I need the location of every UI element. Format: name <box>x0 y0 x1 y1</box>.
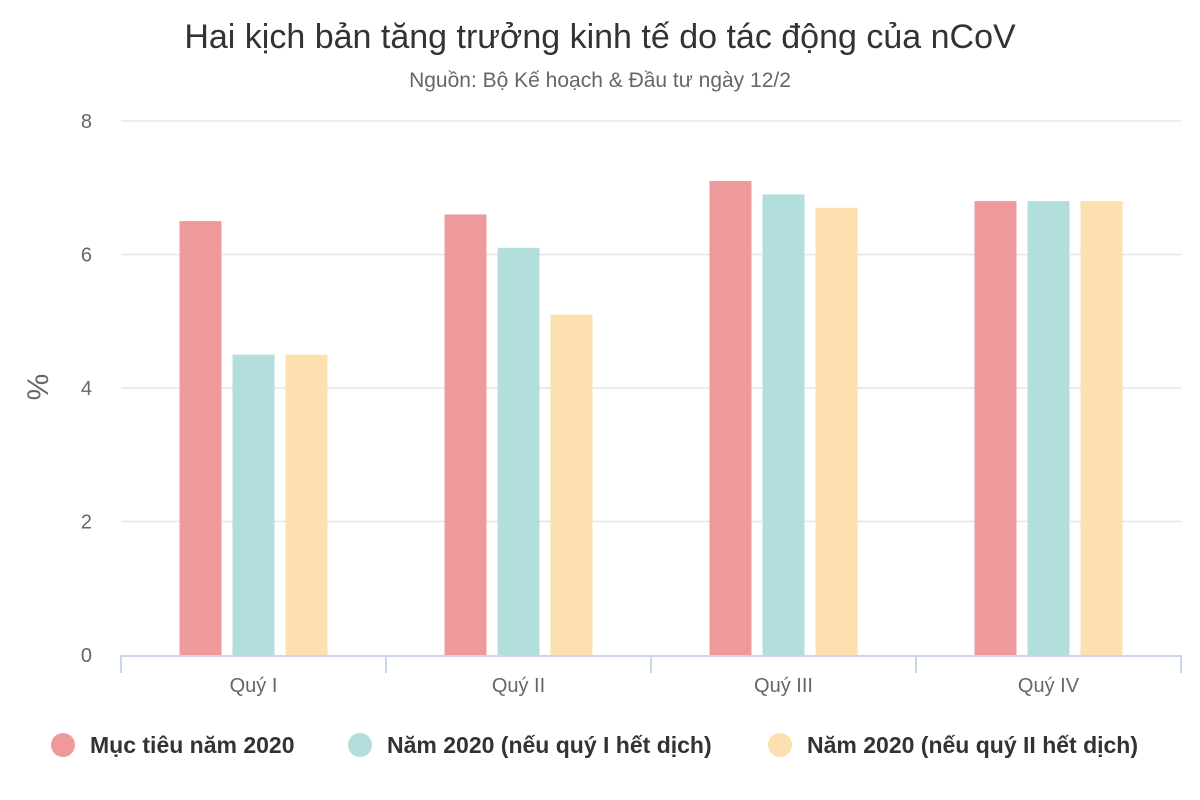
x-tick-label: Quý II <box>492 675 545 697</box>
y-tick-label: 4 <box>81 378 92 400</box>
legend: Mục tiêu năm 2020 Năm 2020 (nếu quý I hết… <box>51 732 1138 758</box>
bar-series-3-cat-3[interactable] <box>815 207 858 655</box>
chart-title: Hai kịch bản tăng trưởng kinh tế do tác … <box>184 18 1016 56</box>
x-tick-label: Quý IV <box>1018 675 1080 697</box>
legend-label: Năm 2020 (nếu quý II hết dịch) <box>807 732 1138 758</box>
x-axis: Quý I Quý II Quý III Quý IV <box>120 655 1182 697</box>
bars <box>179 181 1123 656</box>
legend-item-3[interactable]: Năm 2020 (nếu quý II hết dịch) <box>768 732 1138 758</box>
bar-series-2-cat-3[interactable] <box>762 194 805 656</box>
y-tick-label: 0 <box>81 645 92 667</box>
bar-series-1-cat-3[interactable] <box>709 181 752 655</box>
legend-item-2[interactable]: Năm 2020 (nếu quý I hết dịch) <box>348 732 712 758</box>
bar-series-1-cat-1[interactable] <box>179 221 222 655</box>
y-tick-label: 2 <box>81 512 92 534</box>
legend-swatch <box>768 733 792 757</box>
y-tick-label: 8 <box>81 111 92 133</box>
bar-series-3-cat-1[interactable] <box>285 354 328 655</box>
bar-series-1-cat-4[interactable] <box>974 201 1017 655</box>
bar-series-1-cat-2[interactable] <box>444 214 487 655</box>
y-tick-label: 6 <box>81 245 92 267</box>
chart-subtitle: Nguồn: Bộ Kế hoạch & Đầu tư ngày 12/2 <box>409 69 791 92</box>
x-tick-label: Quý I <box>230 675 278 697</box>
legend-swatch <box>348 733 372 757</box>
legend-label: Mục tiêu năm 2020 <box>90 732 295 758</box>
y-axis-label: % <box>22 374 55 401</box>
bar-series-2-cat-1[interactable] <box>232 354 275 655</box>
legend-swatch <box>51 733 75 757</box>
legend-label: Năm 2020 (nếu quý I hết dịch) <box>387 732 712 758</box>
legend-item-1[interactable]: Mục tiêu năm 2020 <box>51 732 295 758</box>
bar-series-2-cat-2[interactable] <box>497 247 540 655</box>
bar-series-3-cat-4[interactable] <box>1080 201 1123 655</box>
x-tick-label: Quý III <box>754 675 813 697</box>
bar-series-3-cat-2[interactable] <box>550 314 593 655</box>
bar-series-2-cat-4[interactable] <box>1027 201 1070 655</box>
